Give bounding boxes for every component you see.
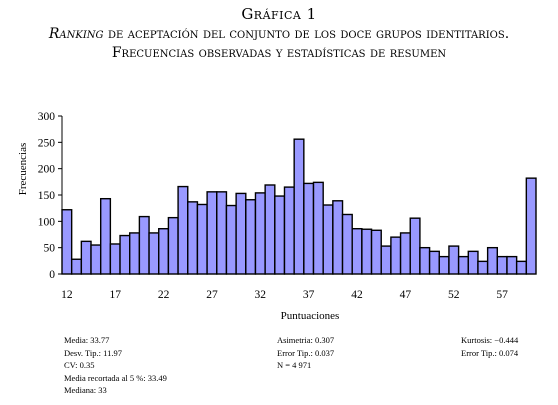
histogram-bar [370,229,382,275]
histogram-bar [525,177,537,275]
histogram-bar [390,236,402,275]
histogram-bar [283,186,295,275]
histogram-bar [496,255,508,275]
stat-median: Mediana: 33 [64,385,107,395]
histogram-bar [448,245,460,275]
histogram-bar [312,181,324,275]
histogram-bar [274,195,286,275]
histogram-bar [138,215,150,275]
stat-kurtosis: Kurtosis: −0.444 [461,335,519,345]
histogram-bar [245,199,257,275]
histogram-bar [467,250,479,275]
histogram-bar [129,232,141,275]
y-tick-label: 50 [44,243,56,255]
stat-mean: Media: 33.77 [64,335,110,345]
histogram-bar [419,246,431,275]
histogram-bar [380,245,392,275]
stat-std-dev: Desv. Tip.: 11.97 [64,347,122,358]
title-italic-word: Ranking [48,26,104,42]
histogram-bar [235,192,247,275]
y-tick-label: 0 [49,269,55,281]
x-axis-label: Puntuaciones [281,310,340,322]
x-tick-label: 52 [448,289,460,301]
x-tick-label: 42 [351,289,363,301]
histogram-bar [399,232,411,275]
chart-title: Gráfica 1 Ranking de aceptación del conj… [0,4,558,63]
x-tick-label: 22 [158,289,170,301]
histogram-bar [409,217,421,275]
histogram-bar [361,228,373,275]
histogram-bar [90,244,102,275]
histogram-bar [109,243,121,275]
stat-trimmed-mean: Media recortada al 5 %: 33.49 [64,372,167,383]
x-tick-label: 12 [61,289,73,301]
histogram-bar [206,191,218,275]
x-tick-label: 27 [206,289,218,301]
stats-column-2: Asimetria: 0.307 Error Tip.: 0.037 N = 4… [277,334,334,372]
histogram-bar [293,138,305,275]
title-line-2: Ranking de aceptación del conjunto de lo… [0,24,558,44]
stats-column-3: Kurtosis: −0.444 Error Tip.: 0.074 [461,334,518,359]
histogram-bar [303,182,315,275]
stat-kurtosis-error: Error Tip.: 0.074 [461,347,519,358]
histogram-bar [486,246,499,275]
histogram-bar [177,185,189,275]
histogram-bar [167,216,179,275]
histogram-bar [99,197,112,275]
y-tick-label: 200 [38,164,56,176]
histogram-bar [438,255,450,275]
histogram-bar [187,201,199,275]
histogram-bar [70,258,83,275]
histogram-bar [216,191,228,275]
y-tick-label: 150 [38,190,56,202]
histogram-bar [158,228,170,275]
histogram-bar [322,204,334,275]
stat-skewness-error: Error Tip.: 0.037 [277,347,335,358]
histogram-bar [119,234,131,275]
y-tick-label: 100 [38,216,56,228]
histogram-bar [80,240,92,275]
stat-n: N = 4 971 [277,360,312,370]
stat-cv: CV: 0.35 [64,360,95,370]
histogram-bar [457,255,469,275]
histogram-bar [428,250,440,275]
title-line-3: Frecuencias observadas y estadísticas de… [111,45,447,61]
y-axis-label: Frecuencias [17,143,29,196]
histogram-bar [351,228,363,275]
stats-column-1: Media: 33.77 Desv. Tip.: 11.97 CV: 0.35 … [64,334,167,397]
x-tick-label: 47 [400,289,412,301]
histogram-bar [506,255,518,275]
histogram-bar [264,184,276,275]
title-line-2-rest: de aceptación del conjunto de los doce g… [103,26,510,42]
x-tick-label: 17 [109,289,121,301]
x-tick-label: 57 [496,289,508,301]
x-tick-label: 32 [255,289,267,301]
histogram-bar [148,232,160,275]
histogram-bar [61,209,73,275]
y-tick-label: 300 [38,111,56,123]
figure-number: Gráfica 1 [241,5,317,23]
histogram-bar [196,203,208,275]
histogram-bar [477,260,489,275]
y-tick-label: 250 [38,137,56,149]
histogram-bar [225,204,237,275]
x-tick-label: 37 [303,289,315,301]
stat-skewness: Asimetria: 0.307 [277,335,335,345]
histogram-bar [254,192,266,275]
histogram-bar [332,200,344,275]
histogram-bar [515,260,528,275]
histogram-bar [341,213,353,275]
